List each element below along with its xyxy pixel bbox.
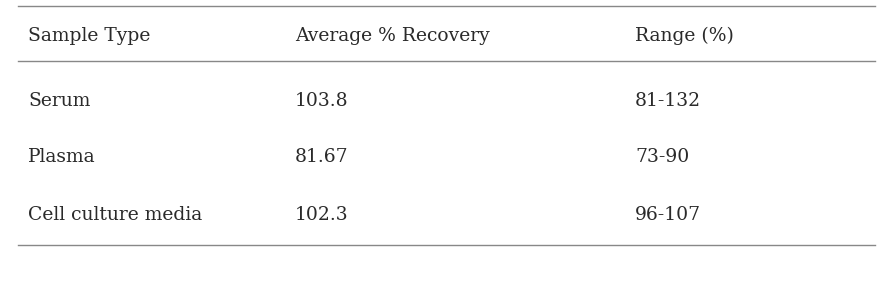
Text: 73-90: 73-90 [635, 148, 689, 166]
Text: Cell culture media: Cell culture media [28, 206, 202, 224]
Text: Serum: Serum [28, 92, 90, 110]
Text: Average % Recovery: Average % Recovery [295, 27, 489, 45]
Text: 81.67: 81.67 [295, 148, 348, 166]
Text: 96-107: 96-107 [635, 206, 701, 224]
Text: Range (%): Range (%) [635, 27, 734, 45]
Text: Plasma: Plasma [28, 148, 96, 166]
Text: 81-132: 81-132 [635, 92, 701, 110]
Text: 103.8: 103.8 [295, 92, 348, 110]
Text: 102.3: 102.3 [295, 206, 348, 224]
Text: Sample Type: Sample Type [28, 27, 150, 45]
